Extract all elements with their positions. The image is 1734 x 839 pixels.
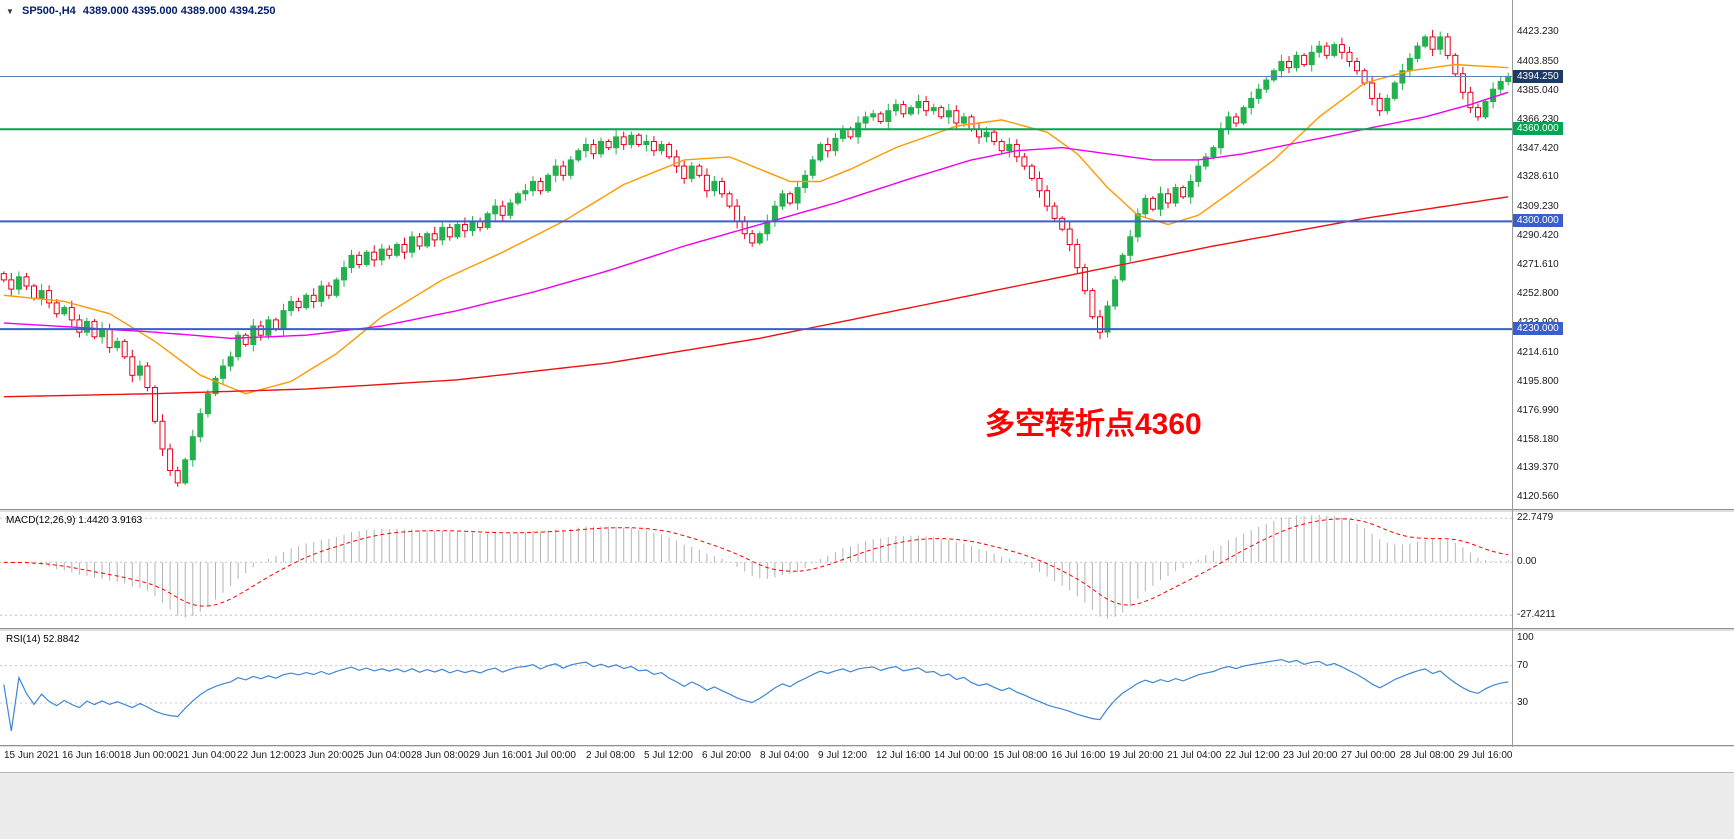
price-tick-label: 4423.230 <box>1517 26 1559 37</box>
time-tick-label: 2 Jul 08:00 <box>586 750 635 761</box>
panel-splitter[interactable] <box>0 628 1734 631</box>
price-tick-label: 4252.800 <box>1517 288 1559 299</box>
rsi-value: 52.8842 <box>43 634 80 645</box>
time-tick-label: 15 Jul 08:00 <box>993 750 1048 761</box>
macd-tick-label: 22.7479 <box>1517 512 1554 523</box>
price-tick-label: 4328.610 <box>1517 171 1559 182</box>
ma-mid-magenta <box>3 91 1509 340</box>
ohlc-values: 4389.000 4395.000 4389.000 4394.250 <box>82 5 276 17</box>
time-tick-label: 8 Jul 04:00 <box>760 750 809 761</box>
chart-annotation-text: 多空转折点4360 <box>985 408 1202 441</box>
panel-splitter[interactable] <box>0 509 1734 512</box>
time-tick-label: 22 Jul 12:00 <box>1225 750 1280 761</box>
price-tick-label: 4366.230 <box>1517 114 1559 125</box>
macd-label: MACD(12,26,9) 1.4420 3.9163 <box>6 515 142 526</box>
candlestick-chart[interactable] <box>0 0 1512 509</box>
price-tick-label: 4195.800 <box>1517 376 1559 387</box>
time-tick-label: 16 Jun 16:00 <box>62 750 120 761</box>
price-tick-label: 4403.850 <box>1517 56 1559 67</box>
time-tick-label: 21 Jun 04:00 <box>178 750 236 761</box>
time-axis[interactable]: 15 Jun 2021 16 Jun 16:00 18 Jun 00:00 21 Ju… <box>0 747 1734 769</box>
macd-tick-label: 0.00 <box>1517 556 1537 567</box>
time-tick-label: 19 Jul 20:00 <box>1109 750 1164 761</box>
time-tick-label: 21 Jul 04:00 <box>1167 750 1222 761</box>
time-tick-label: 23 Jul 20:00 <box>1283 750 1338 761</box>
macd-name: MACD(12,26,9) <box>6 515 76 526</box>
candles <box>0 30 1512 487</box>
macd-indicator-chart[interactable] <box>0 512 1512 628</box>
rsi-tick-label: 70 <box>1517 660 1529 671</box>
time-tick-label: 16 Jul 16:00 <box>1051 750 1106 761</box>
time-tick-label: 29 Jul 16:00 <box>1458 750 1513 761</box>
time-tick-label: 5 Jul 12:00 <box>644 750 693 761</box>
time-tick-label: 29 Jun 16:00 <box>469 750 527 761</box>
time-tick-label: 12 Jul 16:00 <box>876 750 931 761</box>
rsi-label: RSI(14) 52.8842 <box>6 634 79 645</box>
price-tick-label: 4347.420 <box>1517 143 1559 154</box>
macd-tick-label: -27.4211 <box>1517 609 1556 620</box>
time-tick-label: 28 Jul 08:00 <box>1400 750 1455 761</box>
time-tick-label: 25 Jun 04:00 <box>353 750 411 761</box>
time-tick-label: 6 Jul 20:00 <box>702 750 751 761</box>
time-tick-label: 9 Jul 12:00 <box>818 750 867 761</box>
time-tick-label: 14 Jul 00:00 <box>934 750 989 761</box>
price-tick-label: 4158.180 <box>1517 434 1559 445</box>
time-tick-label: 1 Jul 00:00 <box>527 750 576 761</box>
price-tick-label: 4309.230 <box>1517 201 1559 212</box>
macd-values: 1.4420 3.9163 <box>78 515 143 526</box>
rsi-tick-label: 100 <box>1517 632 1534 643</box>
time-tick-label: 22 Jun 12:00 <box>237 750 295 761</box>
rsi-name: RSI(14) <box>6 634 41 645</box>
price-tick-label: 4385.040 <box>1517 85 1559 96</box>
price-level-tag: 4394.250 <box>1513 70 1563 83</box>
rsi-tick-label: 30 <box>1517 697 1529 708</box>
price-level-tag: 4230.000 <box>1513 322 1563 335</box>
bottom-toolbar-area <box>0 772 1734 839</box>
collapse-arrow-icon[interactable]: ▼ <box>6 7 14 16</box>
time-tick-label: 23 Jun 20:00 <box>295 750 353 761</box>
price-level-tag: 4360.000 <box>1513 122 1563 135</box>
time-tick-label: 18 Jun 00:00 <box>120 750 178 761</box>
price-tick-label: 4139.370 <box>1517 462 1559 473</box>
macd-signal-line <box>3 518 1509 607</box>
time-tick-label: 28 Jun 08:00 <box>411 750 469 761</box>
rsi-line <box>3 658 1509 732</box>
price-tick-label: 4290.420 <box>1517 230 1559 241</box>
price-tick-label: 4176.990 <box>1517 405 1559 416</box>
time-tick-label: 27 Jul 00:00 <box>1341 750 1396 761</box>
price-tick-label: 4120.560 <box>1517 491 1559 502</box>
price-tick-label: 4271.610 <box>1517 259 1559 270</box>
symbol-period-label: SP500-,H4 <box>21 5 76 17</box>
price-tick-label: 4214.610 <box>1517 347 1559 358</box>
price-level-tag: 4300.000 <box>1513 214 1563 227</box>
panel-splitter[interactable] <box>0 745 1734 747</box>
ma-slow-red <box>3 196 1509 398</box>
rsi-indicator-chart[interactable] <box>0 631 1512 745</box>
chart-title: ▼ SP500-,H4 4389.000 4395.000 4389.000 4… <box>6 5 280 17</box>
price-axis-border <box>1512 0 1513 747</box>
time-tick-label: 15 Jun 2021 <box>4 750 60 761</box>
